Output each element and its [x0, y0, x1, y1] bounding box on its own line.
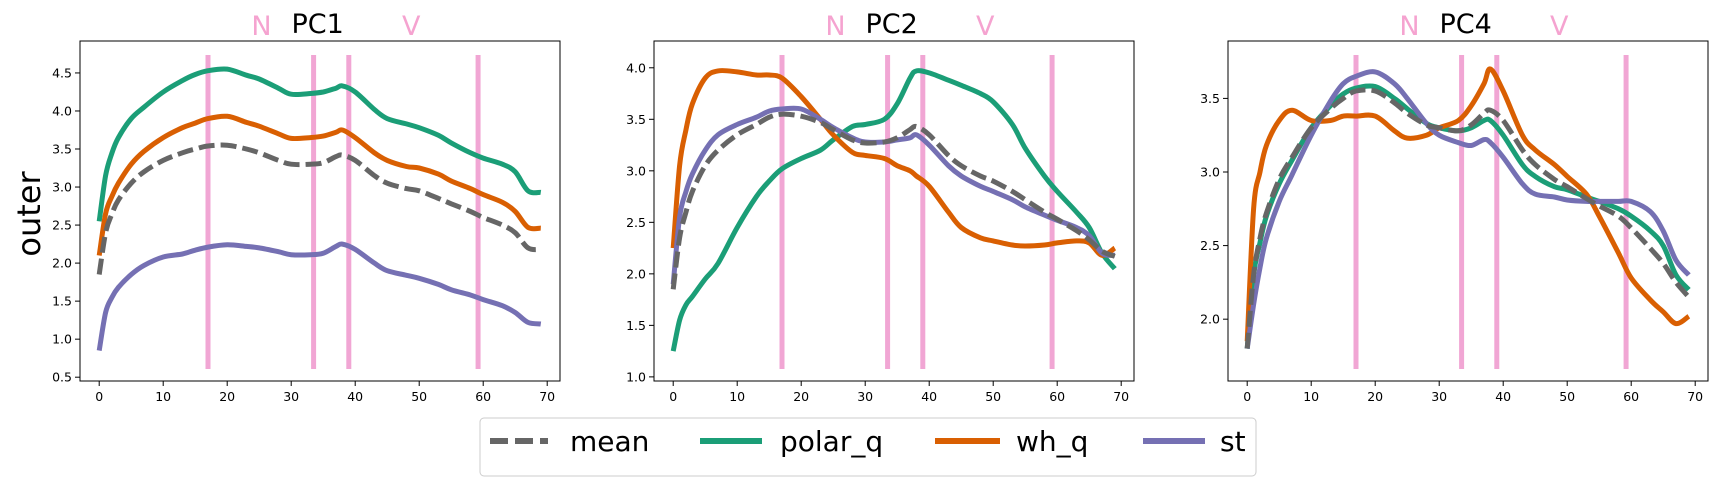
x-tick-label-pc1-30: 30 [283, 389, 299, 404]
x-tick-label-pc4-50: 50 [1559, 389, 1575, 404]
x-tick-label-pc1-20: 20 [219, 389, 235, 404]
y-tick-label-pc1-2: 1.5 [52, 294, 72, 309]
y-tick-label-pc2-6: 4.0 [626, 60, 646, 75]
plot-area-pc2 [654, 41, 1134, 381]
x-tick-label-pc2-50: 50 [985, 389, 1001, 404]
title-marker-v-pc2: V [976, 11, 995, 42]
legend: mean polar_q wh_q st [479, 417, 1257, 477]
series-line-pc2-polar-q [670, 68, 1117, 352]
x-tick-label-pc1-0: 0 [95, 389, 103, 404]
y-tick-label-pc2-1: 1.5 [626, 318, 646, 333]
legend-label-mean: mean [570, 425, 649, 458]
x-tick-label-pc4-70: 70 [1687, 389, 1703, 404]
title-marker-v-pc4: V [1550, 11, 1569, 42]
title-marker-n-pc4: N [1399, 11, 1419, 42]
x-tick-label-pc1-70: 70 [539, 389, 555, 404]
chart-panel-pc2: 0 10 20 30 40 50 60 70 1.0 1.5 2.0 2.5 3.0 3.5 4.0 PC2 N… [626, 9, 1135, 404]
series-line-pc4-wh-q [1244, 66, 1691, 342]
y-tick-label-pc2-2: 2.0 [626, 266, 646, 281]
x-tick-label-pc4-30: 30 [1431, 389, 1447, 404]
y-tick-label-pc2-4: 3.0 [626, 163, 646, 178]
series-line-pc4-mean [1244, 87, 1691, 349]
x-tick-label-pc2-20: 20 [793, 389, 809, 404]
y-tick-label-pc2-0: 1.0 [626, 369, 646, 384]
x-tick-label-pc4-60: 60 [1623, 389, 1639, 404]
axes-frame-pc1 [79, 40, 561, 382]
legend-label-wh-q: wh_q [1016, 425, 1088, 458]
chart-panel-pc1: 0 10 20 30 40 50 60 70 0.5 1.0 1.5 2.0 2.5 3.0 3.5 4.0 4… [52, 9, 561, 404]
x-tick-label-pc2-10: 10 [729, 389, 745, 404]
x-tick-label-pc4-40: 40 [1495, 389, 1511, 404]
chart-title-pc1: PC1 [291, 9, 343, 40]
y-tick-label-pc1-5: 3.0 [52, 180, 72, 195]
x-tick-label-pc2-60: 60 [1049, 389, 1065, 404]
legend-label-st: st [1220, 425, 1246, 458]
plot-area-pc4 [1228, 41, 1708, 381]
x-tick-label-pc1-40: 40 [347, 389, 363, 404]
x-tick-label-pc2-70: 70 [1113, 389, 1129, 404]
x-tick-label-pc4-20: 20 [1367, 389, 1383, 404]
x-tick-label-pc2-40: 40 [921, 389, 937, 404]
legend-label-polar-q: polar_q [780, 425, 883, 458]
x-tick-label-pc2-30: 30 [857, 389, 873, 404]
axes-frame-pc4 [1227, 40, 1709, 382]
y-tick-label-pc4-0: 2.0 [1200, 312, 1220, 327]
y-tick-label-pc1-7: 4.0 [52, 103, 72, 118]
y-tick-label-pc1-6: 3.5 [52, 142, 72, 157]
x-tick-label-pc2-0: 0 [669, 389, 677, 404]
series-line-pc4-st [1244, 69, 1691, 349]
title-marker-n-pc1: N [251, 11, 271, 42]
chart-title-pc4: PC4 [1439, 9, 1491, 40]
series-line-pc1-polar-q [96, 66, 542, 222]
x-tick-label-pc1-50: 50 [411, 389, 427, 404]
x-tick-label-pc4-10: 10 [1303, 389, 1319, 404]
series-line-pc2-wh-q [670, 67, 1117, 258]
axes-frame-pc2 [653, 40, 1135, 382]
y-tick-label-pc1-4: 2.5 [52, 218, 72, 233]
series-line-pc1-wh-q [96, 113, 541, 256]
y-tick-label-pc4-1: 2.5 [1200, 238, 1220, 253]
chart-panel-pc4: 0 10 20 30 40 50 60 70 2.0 2.5 3.0 3.5 PC4 N V [1200, 9, 1709, 404]
chart-title-pc2: PC2 [865, 9, 917, 40]
y-tick-label-pc1-0: 0.5 [52, 370, 72, 385]
title-marker-n-pc2: N [825, 11, 845, 42]
y-tick-label-pc1-1: 1.0 [52, 332, 72, 347]
title-marker-v-pc1: V [402, 11, 421, 42]
y-tick-label-pc2-5: 3.5 [626, 112, 646, 127]
y-tick-label-pc1-8: 4.5 [52, 65, 72, 80]
legend-frame [479, 417, 1257, 477]
series-line-pc2-mean [670, 111, 1116, 290]
series-line-pc1-st [96, 241, 542, 352]
y-tick-label-pc4-2: 3.0 [1200, 164, 1220, 179]
x-tick-label-pc1-10: 10 [155, 389, 171, 404]
series-line-pc1-mean [96, 142, 542, 275]
y-tick-label-pc4-3: 3.5 [1200, 91, 1220, 106]
y-axis-label: outer [10, 171, 48, 257]
y-tick-label-pc2-3: 2.5 [626, 215, 646, 230]
y-tick-label-pc1-3: 2.0 [52, 256, 72, 271]
x-tick-label-pc1-60: 60 [475, 389, 491, 404]
x-tick-label-pc4-0: 0 [1243, 389, 1251, 404]
